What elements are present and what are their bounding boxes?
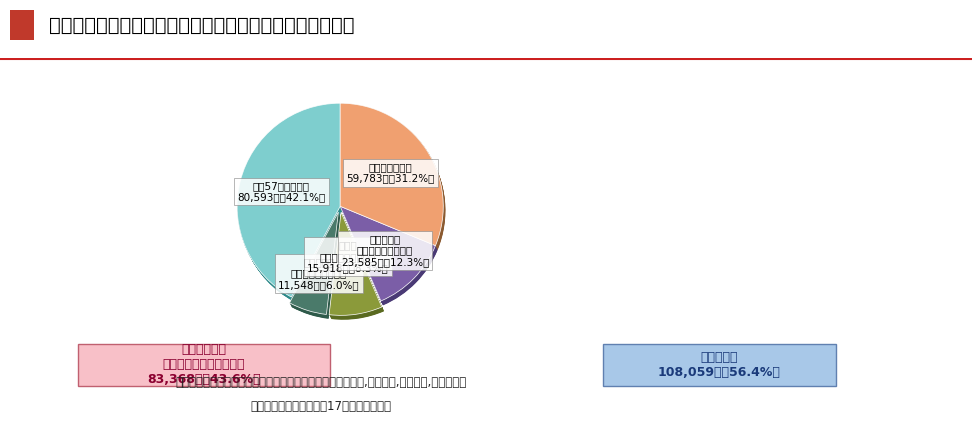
Wedge shape	[340, 206, 435, 301]
Wedge shape	[237, 104, 340, 297]
Wedge shape	[340, 104, 443, 246]
Wedge shape	[290, 213, 339, 315]
Text: 図２－４－８　防災拠点となる公共施設等の耐震化の状況: 図２－４－８ 防災拠点となる公共施設等の耐震化の状況	[49, 16, 354, 35]
Wedge shape	[330, 213, 382, 316]
Wedge shape	[238, 106, 341, 300]
Wedge shape	[238, 106, 341, 300]
Wedge shape	[239, 107, 342, 301]
Text: 耐震性あり
（耐震診断実施済）
11,548棟（6.0%）: 耐震性あり （耐震診断実施済） 11,548棟（6.0%）	[278, 257, 360, 290]
Wedge shape	[330, 214, 383, 317]
Wedge shape	[290, 213, 339, 315]
Wedge shape	[342, 210, 437, 304]
Wedge shape	[290, 213, 338, 315]
Wedge shape	[340, 103, 443, 245]
Wedge shape	[340, 104, 443, 246]
Wedge shape	[291, 214, 339, 317]
Text: 改修済
（耐震診断実施済）
15,918棟（8.3%）: 改修済 （耐震診断実施済） 15,918棟（8.3%）	[306, 240, 389, 273]
Wedge shape	[239, 107, 342, 301]
Wedge shape	[291, 213, 339, 316]
Wedge shape	[341, 104, 444, 247]
Wedge shape	[330, 212, 382, 315]
Wedge shape	[342, 210, 437, 305]
Text: 昭和57年以降建築
80,593棟（42.1%）: 昭和57年以降建築 80,593棟（42.1%）	[237, 181, 326, 202]
Wedge shape	[292, 216, 340, 319]
Wedge shape	[341, 208, 436, 303]
Wedge shape	[291, 215, 339, 317]
Wedge shape	[342, 107, 445, 249]
Wedge shape	[292, 216, 340, 318]
Wedge shape	[342, 107, 445, 249]
Wedge shape	[239, 107, 342, 300]
Wedge shape	[340, 207, 435, 302]
Wedge shape	[330, 213, 382, 317]
Wedge shape	[238, 105, 341, 298]
Wedge shape	[341, 208, 436, 303]
Wedge shape	[342, 210, 437, 305]
Wedge shape	[341, 209, 436, 304]
Text: 対象：地方公共団体が所有又は管理する防災拠点となる庁舎,文教施設,診療施設,消防本部等: 対象：地方公共団体が所有又は管理する防災拠点となる庁舎,文教施設,診療施設,消防…	[175, 376, 467, 389]
Wedge shape	[341, 208, 436, 302]
Wedge shape	[330, 213, 382, 316]
Text: 耐震性未確保
（耐震診断未実施含む）
83,368棟（43.6%）: 耐震性未確保 （耐震診断未実施含む） 83,368棟（43.6%）	[148, 343, 260, 386]
Wedge shape	[341, 105, 444, 247]
FancyBboxPatch shape	[78, 344, 330, 386]
FancyBboxPatch shape	[603, 344, 836, 386]
Wedge shape	[342, 210, 437, 305]
Wedge shape	[330, 216, 383, 319]
Wedge shape	[330, 215, 383, 318]
Text: 耐震診断未実施
59,783棟（31.2%）: 耐震診断未実施 59,783棟（31.2%）	[346, 162, 434, 184]
Text: 耐震性なし
（耐震診断実施済）
23,585棟（12.3%）: 耐震性なし （耐震診断実施済） 23,585棟（12.3%）	[341, 234, 430, 267]
Wedge shape	[342, 108, 445, 250]
Wedge shape	[341, 106, 444, 248]
Wedge shape	[291, 214, 339, 316]
Wedge shape	[341, 105, 444, 248]
Wedge shape	[237, 104, 340, 298]
Wedge shape	[238, 104, 341, 298]
Wedge shape	[340, 207, 435, 301]
Wedge shape	[291, 215, 340, 317]
FancyBboxPatch shape	[10, 10, 34, 40]
Text: 消防庁資料による（平成17年度末見込み）: 消防庁資料による（平成17年度末見込み）	[250, 400, 392, 413]
Wedge shape	[330, 214, 383, 317]
Text: 耐震性確保
108,059棟（56.4%）: 耐震性確保 108,059棟（56.4%）	[658, 351, 781, 378]
Wedge shape	[341, 209, 437, 304]
Wedge shape	[330, 216, 384, 319]
Wedge shape	[341, 105, 444, 248]
Wedge shape	[330, 214, 382, 317]
Wedge shape	[341, 106, 445, 248]
Wedge shape	[331, 216, 384, 320]
Wedge shape	[330, 215, 383, 318]
Wedge shape	[237, 103, 340, 297]
Wedge shape	[342, 107, 445, 250]
Wedge shape	[331, 217, 384, 320]
Wedge shape	[238, 105, 341, 299]
Wedge shape	[292, 216, 340, 318]
Wedge shape	[238, 105, 341, 299]
Wedge shape	[290, 212, 338, 314]
Wedge shape	[341, 208, 436, 302]
Wedge shape	[292, 216, 340, 318]
Wedge shape	[239, 108, 342, 301]
